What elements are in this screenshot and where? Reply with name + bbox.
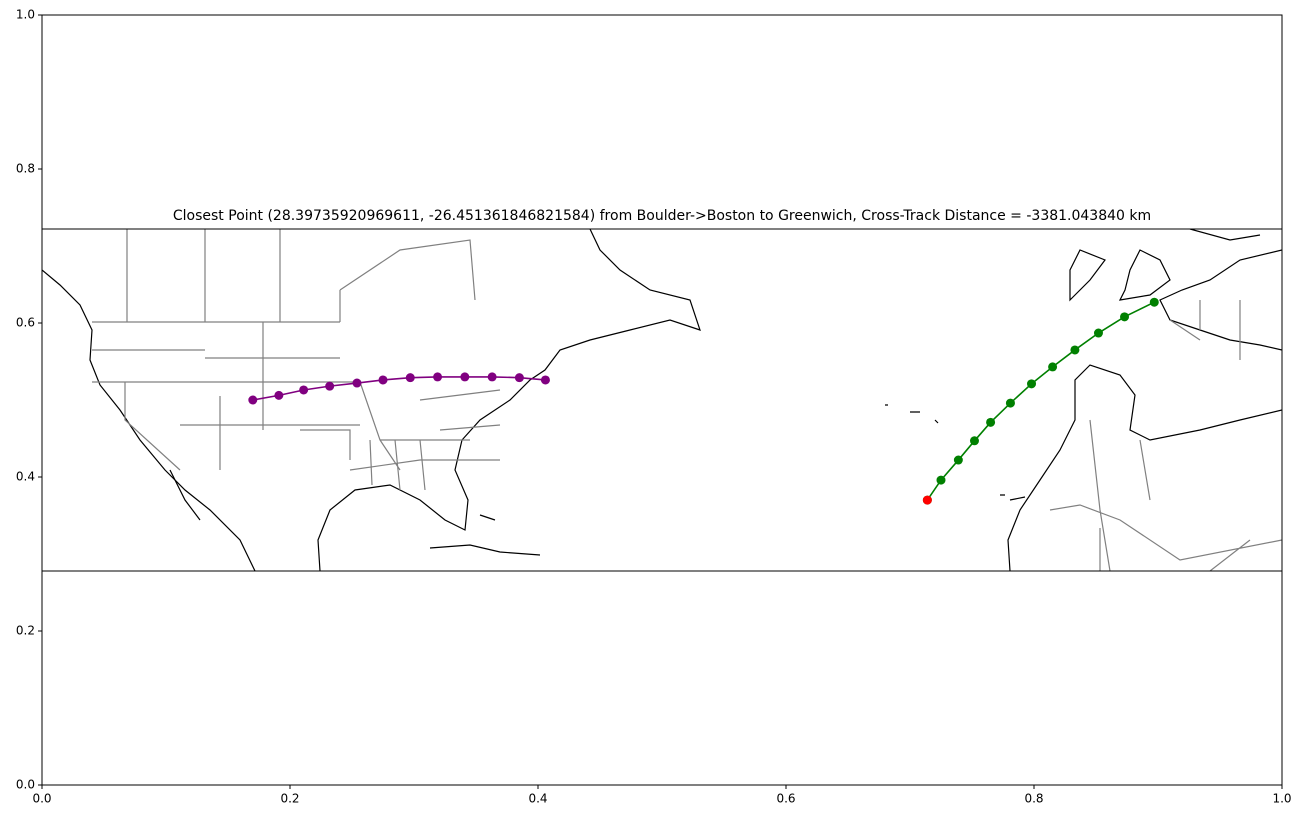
- x-tick-label: 0.4: [528, 792, 547, 806]
- point: [299, 385, 309, 395]
- point: [405, 373, 415, 383]
- point: [248, 395, 258, 405]
- point: [922, 495, 932, 505]
- point: [433, 372, 443, 382]
- point: [969, 436, 979, 446]
- point: [936, 475, 946, 485]
- point: [986, 417, 996, 427]
- y-tick-label: 0.8: [16, 162, 35, 176]
- coastline-europe-africa: [1007, 229, 1282, 571]
- y-tick-label: 0.6: [16, 316, 35, 330]
- x-tick-label: 0.8: [1024, 792, 1043, 806]
- point: [1093, 328, 1103, 338]
- coastline-north-america: [42, 229, 701, 571]
- x-tick-label: 0.2: [280, 792, 299, 806]
- y-tick-label: 0.0: [16, 778, 35, 792]
- point: [1149, 297, 1159, 307]
- point: [352, 378, 362, 388]
- coastline-islands: [169, 404, 1026, 556]
- point: [1005, 398, 1015, 408]
- point: [1120, 312, 1130, 322]
- point: [1048, 362, 1058, 372]
- point: [274, 390, 284, 400]
- state-borders: [92, 229, 501, 491]
- x-tick-label: 1.0: [1272, 792, 1291, 806]
- point: [325, 381, 335, 391]
- x-tick-label: 0.0: [32, 792, 51, 806]
- basemap: [42, 229, 1282, 571]
- map-frame: [41, 228, 1283, 572]
- point: [540, 375, 550, 385]
- y-tick-label: 0.2: [16, 624, 35, 638]
- chart-title: Closest Point (28.39735920969611, -26.45…: [173, 208, 1151, 224]
- point: [953, 455, 963, 465]
- map-background: [42, 229, 1282, 571]
- point: [1070, 345, 1080, 355]
- point: [378, 375, 388, 385]
- point: [460, 372, 470, 382]
- y-tick-label: 0.4: [16, 470, 35, 484]
- point: [487, 372, 497, 382]
- country-borders: [1049, 300, 1282, 571]
- x-tick-label: 0.6: [776, 792, 795, 806]
- point: [514, 373, 524, 383]
- y-tick-label: 1.0: [16, 8, 35, 22]
- point: [1027, 379, 1037, 389]
